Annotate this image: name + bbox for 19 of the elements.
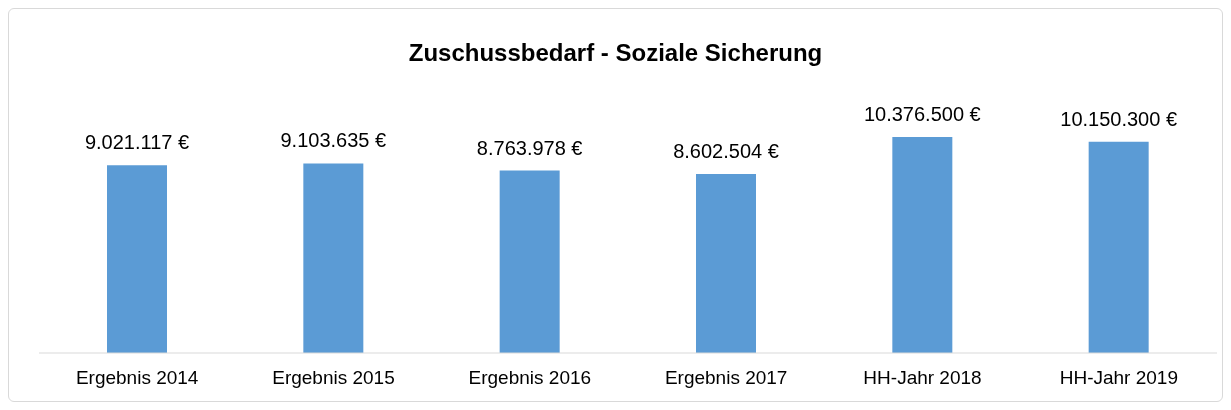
- x-tick-label: Ergebnis 2014: [75, 367, 199, 389]
- bar: [303, 163, 364, 353]
- data-label: 8.763.978 €: [476, 136, 583, 159]
- data-label: 9.021.117 €: [84, 131, 190, 154]
- x-tick-label: HH-Jahr 2019: [1059, 367, 1178, 389]
- data-label: 10.150.300 €: [1060, 107, 1178, 130]
- bar: [1088, 141, 1149, 353]
- data-label: 8.602.504 €: [673, 139, 779, 162]
- x-tick-label: HH-Jahr 2018: [863, 367, 982, 389]
- x-tick-label: Ergebnis 2017: [664, 367, 788, 389]
- x-tick-label: Ergebnis 2016: [468, 367, 592, 389]
- x-tick-label: Ergebnis 2015: [272, 367, 395, 389]
- data-label: 10.376.500 €: [863, 103, 981, 125]
- data-label: 9.103.635 €: [280, 129, 387, 152]
- bar: [696, 173, 756, 353]
- chart-title: Zuschussbedarf - Soziale Sicherung: [407, 39, 824, 67]
- bar: [499, 170, 560, 353]
- bar: [892, 137, 953, 353]
- bar: [107, 165, 167, 353]
